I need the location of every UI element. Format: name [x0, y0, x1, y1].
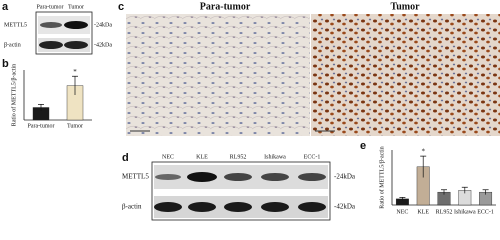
y-axis-label: Ratio of METTL5/β-actin [378, 146, 385, 208]
band [261, 173, 289, 181]
band [154, 202, 182, 212]
error-bar [420, 155, 427, 178]
size-label: -42kDa [94, 42, 112, 48]
annotation: * [421, 148, 425, 156]
error-bar [399, 197, 406, 201]
lane-label: Tumor [68, 4, 84, 10]
band [155, 174, 181, 180]
x-tick-label: RL952 [436, 209, 453, 215]
band [224, 202, 252, 212]
annotation: * [73, 68, 77, 76]
x-tick-label: KLE [417, 209, 429, 215]
panel-label: b [2, 58, 9, 70]
lane-label: ECC-1 [304, 154, 321, 160]
x-tick-label: Tumor [67, 123, 83, 129]
panel-label: d [122, 152, 129, 164]
figure: a b c d e Para-tumor Tumor METTL5 β-acti… [2, 1, 500, 221]
x-tick-label: NEC [396, 209, 408, 215]
band [64, 21, 88, 29]
ihc-image [311, 14, 500, 136]
error-bar [38, 104, 44, 111]
image-title: Para-tumor [200, 1, 251, 12]
lane-label: RL952 [230, 154, 247, 160]
lane-label: KLE [196, 154, 208, 160]
x-tick-label: Ishikawa [454, 209, 476, 215]
lane-label: Ishikawa [264, 154, 286, 160]
band [188, 202, 216, 212]
row-label: METTL5 [122, 173, 149, 181]
band [261, 202, 289, 212]
lane-label: NEC [162, 154, 174, 160]
row-label: β-actin [4, 42, 21, 48]
error-bar [72, 75, 78, 95]
band [40, 22, 62, 28]
lane-label: Para-tumor [37, 4, 64, 10]
panel-label: e [360, 140, 366, 152]
y-axis-label: Ratio of METTL5/β-actin [10, 64, 17, 126]
band [298, 202, 326, 212]
x-tick-label: Para-tumor [28, 123, 55, 129]
band [187, 172, 217, 182]
band [224, 173, 252, 181]
size-label: -24kDa [94, 22, 112, 28]
size-label: -24kDa [334, 173, 356, 181]
error-bar [461, 186, 468, 194]
row-label: β-actin [122, 203, 142, 211]
image-title: Tumor [390, 1, 420, 12]
band [298, 173, 326, 181]
panel-label: c [118, 1, 124, 13]
error-bar [441, 189, 447, 195]
ihc-image [126, 14, 310, 136]
band [64, 41, 88, 49]
size-label: -42kDa [334, 203, 356, 211]
x-tick-label: ECC-1 [477, 209, 494, 215]
panel-label: a [2, 1, 9, 13]
error-bar [482, 189, 489, 195]
row-label: METTL5 [4, 22, 27, 28]
band [39, 41, 63, 49]
